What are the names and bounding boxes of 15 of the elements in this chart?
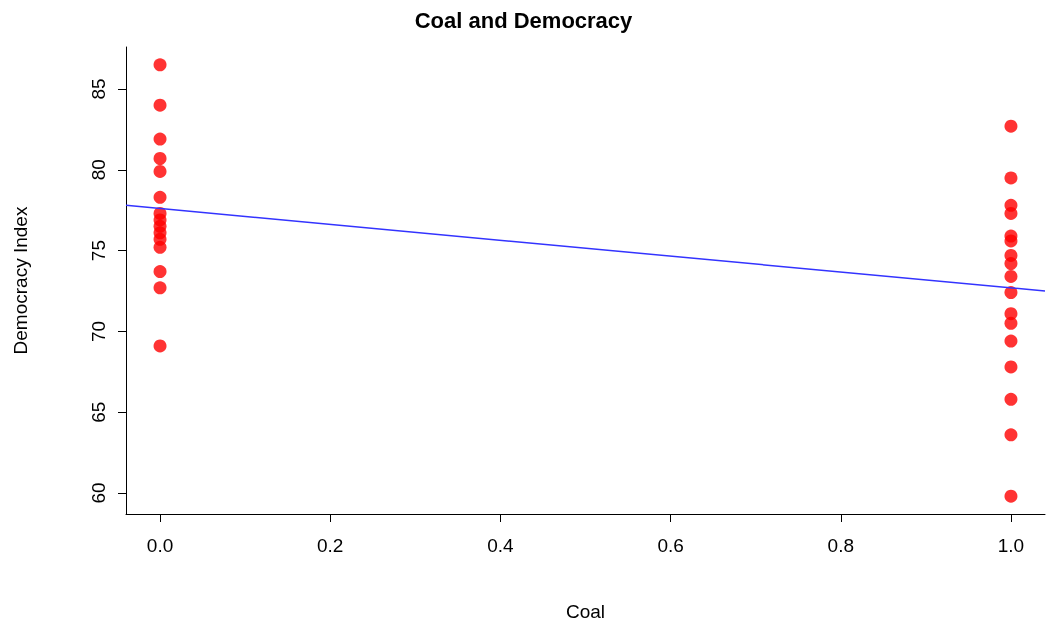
y-tick-label: 85 bbox=[88, 78, 109, 100]
x-axis-title: Coal bbox=[565, 601, 606, 622]
x-tick-label: 1.0 bbox=[997, 535, 1025, 556]
y-tick-label: 65 bbox=[88, 401, 109, 423]
x-tick-label: 0.4 bbox=[487, 535, 515, 556]
x-tick-label: 0.2 bbox=[317, 535, 344, 556]
y-axis-title: Democracy Index bbox=[10, 206, 31, 355]
x-tick-label: 0.6 bbox=[657, 535, 684, 556]
y-tick-label: 75 bbox=[88, 240, 109, 262]
chart-title: Coal and Democracy bbox=[414, 7, 634, 33]
x-tick-label: 0.8 bbox=[827, 535, 854, 556]
y-tick-label: 60 bbox=[88, 482, 109, 504]
x-tick-label: 0.0 bbox=[146, 535, 174, 556]
y-tick-label: 80 bbox=[88, 159, 109, 181]
y-tick-label: 70 bbox=[88, 320, 109, 342]
